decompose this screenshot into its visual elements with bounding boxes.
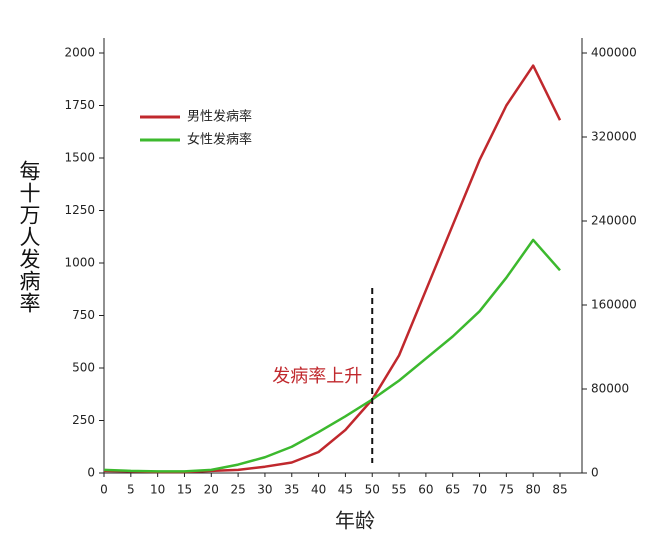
x-tick-label: 20 xyxy=(204,483,219,497)
y2-tick-label: 400000 xyxy=(591,46,637,60)
y-tick-label: 0 xyxy=(87,466,95,480)
x-tick-label: 35 xyxy=(284,483,299,497)
y2-tick-label: 320000 xyxy=(591,130,637,144)
x-tick-label: 70 xyxy=(472,483,487,497)
annotation-text: 发病率上升 xyxy=(272,366,362,387)
line-series xyxy=(103,238,561,473)
y2-tick-label: 80000 xyxy=(591,382,629,396)
y-axis-label: 每十万人发病率 xyxy=(17,160,41,314)
x-tick-label: 15 xyxy=(177,483,192,497)
y-tick-label: 1750 xyxy=(64,98,95,112)
x-tick-label: 0 xyxy=(100,483,108,497)
x-tick-label: 5 xyxy=(127,483,135,497)
x-tick-label: 75 xyxy=(499,483,514,497)
y-tick-label: 1500 xyxy=(64,151,95,165)
x-tick-label: 45 xyxy=(338,483,353,497)
legend-label: 女性发病率 xyxy=(187,132,252,148)
x-tick-label: 25 xyxy=(230,483,245,497)
x-tick-label: 65 xyxy=(445,483,460,497)
y-tick-label: 2000 xyxy=(64,46,95,60)
y-tick-label: 750 xyxy=(72,308,95,322)
x-tick-label: 80 xyxy=(526,483,541,497)
x-tick-label: 55 xyxy=(391,483,406,497)
y-tick-label: 1000 xyxy=(64,256,95,270)
x-tick-label: 40 xyxy=(311,483,326,497)
x-tick-label: 60 xyxy=(418,483,433,497)
x-tick-label: 10 xyxy=(150,483,165,497)
x-tick-label: 30 xyxy=(257,483,272,497)
y2-tick-label: 160000 xyxy=(591,298,637,312)
x-axis-label: 年龄 xyxy=(335,509,375,533)
x-tick-label: 50 xyxy=(365,483,380,497)
line-series xyxy=(103,64,562,474)
y2-tick-label: 240000 xyxy=(591,214,637,228)
x-tick-label: 85 xyxy=(552,483,567,497)
y-tick-label: 250 xyxy=(72,413,95,427)
y-tick-label: 500 xyxy=(72,361,95,375)
y2-tick-label: 0 xyxy=(591,466,599,480)
legend-label: 男性发病率 xyxy=(187,109,252,125)
y-tick-label: 1250 xyxy=(64,203,95,217)
